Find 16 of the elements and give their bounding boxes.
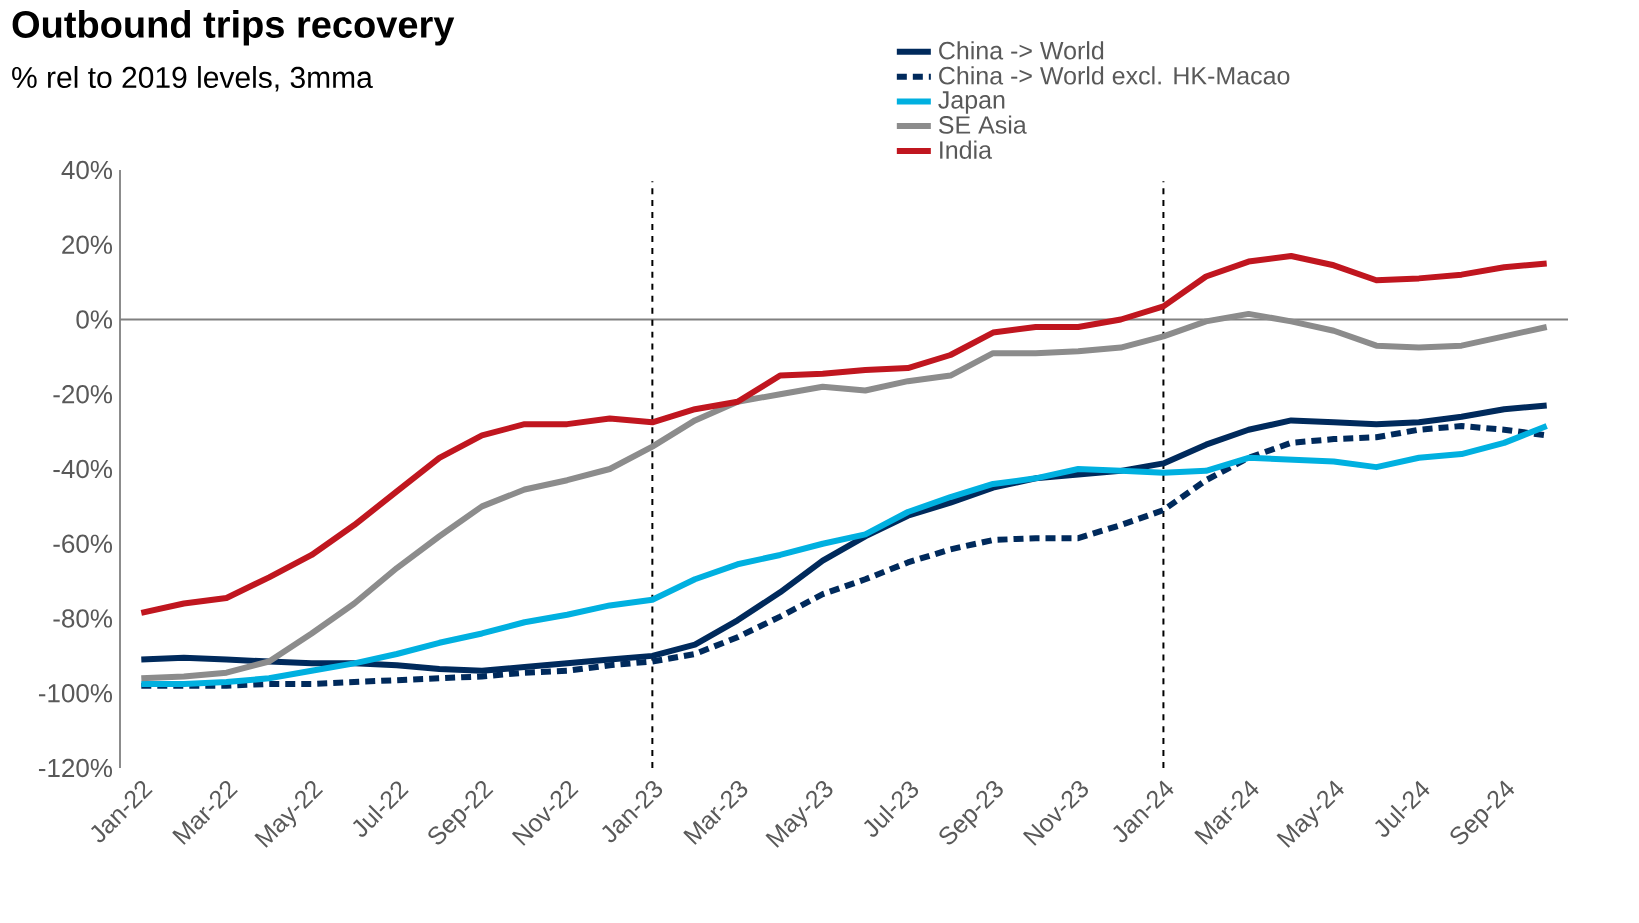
y-tick-label: -120% bbox=[38, 758, 113, 778]
y-tick-label: 20% bbox=[62, 235, 113, 254]
legend-label: China -> World excl. HK-Macao bbox=[939, 66, 1290, 85]
chart-title: Outbound trips recovery bbox=[12, 10, 455, 46]
y-tick-label: -20% bbox=[53, 385, 113, 404]
y-tick-label: 40% bbox=[61, 160, 113, 180]
legend-label: India bbox=[940, 140, 993, 159]
legend-label: SE Asia bbox=[938, 115, 1027, 134]
legend-label: Japan bbox=[938, 91, 1005, 114]
y-tick-label: -40% bbox=[53, 459, 113, 479]
legend-label: China -> World bbox=[939, 41, 1104, 60]
y-tick-label: 0% bbox=[76, 310, 113, 329]
y-tick-label: -100% bbox=[38, 684, 113, 703]
y-tick-label: -80% bbox=[53, 609, 113, 628]
chart-subtitle: % rel to 2019 levels, 3mma bbox=[12, 66, 373, 92]
y-tick-label: -60% bbox=[53, 534, 113, 553]
